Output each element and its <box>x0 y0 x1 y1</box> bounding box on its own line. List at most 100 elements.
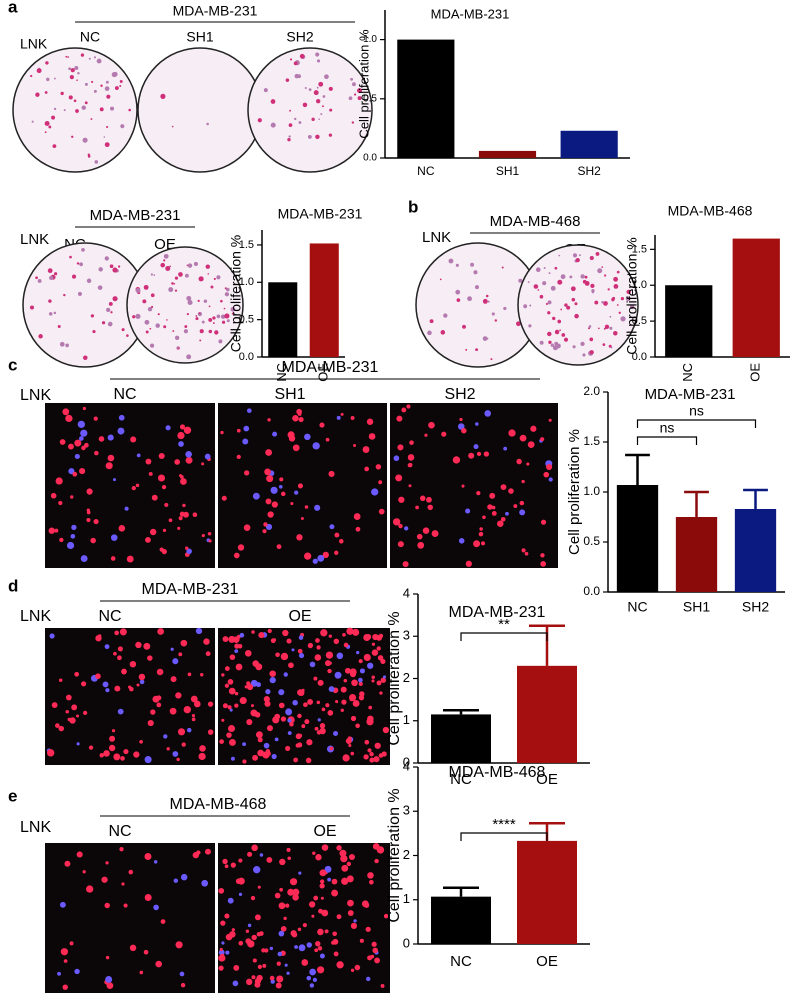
y-tick-label: 1.0 <box>583 484 600 498</box>
colony <box>132 315 136 319</box>
cell <box>347 736 352 741</box>
cell <box>109 735 116 742</box>
cell <box>292 414 299 422</box>
colony <box>501 266 504 269</box>
colony <box>560 274 566 280</box>
cell <box>101 876 108 883</box>
bar <box>734 509 777 592</box>
cell <box>111 729 116 733</box>
cell <box>246 408 252 414</box>
cell <box>327 710 334 716</box>
colony <box>104 142 110 148</box>
cell <box>225 950 230 955</box>
cell <box>178 652 183 657</box>
colony <box>184 325 188 329</box>
bar <box>431 896 491 944</box>
cell <box>381 751 387 757</box>
colony <box>142 299 147 304</box>
colony <box>563 337 569 342</box>
colony <box>119 79 123 83</box>
cell <box>235 663 243 671</box>
cell <box>359 691 365 697</box>
colony <box>537 289 540 291</box>
cell <box>98 436 105 442</box>
cell <box>250 709 258 717</box>
colony <box>128 108 132 112</box>
cell <box>331 889 339 897</box>
cell <box>298 635 304 640</box>
cell <box>144 756 152 764</box>
colony <box>149 343 155 348</box>
colony <box>31 120 34 123</box>
colony <box>199 329 204 334</box>
cell <box>263 522 268 527</box>
colony <box>65 343 69 348</box>
colony <box>603 327 606 330</box>
y-axis-label: Cell proliferation % <box>228 235 244 353</box>
cell <box>147 655 153 661</box>
cell <box>110 534 118 541</box>
cell <box>252 958 257 963</box>
cell <box>265 449 273 456</box>
cell <box>336 961 344 969</box>
colony <box>307 135 312 139</box>
colony <box>610 346 613 349</box>
cell <box>50 492 57 499</box>
x-tick-label: OE <box>748 363 763 382</box>
cell <box>364 739 370 745</box>
colony <box>595 252 600 256</box>
cell <box>63 959 68 963</box>
cell <box>378 508 385 515</box>
cell <box>148 472 153 476</box>
cell <box>397 541 404 548</box>
colony <box>594 300 599 305</box>
colony <box>104 256 109 261</box>
cell <box>139 739 143 744</box>
cell <box>324 865 332 873</box>
colony <box>324 74 329 80</box>
cell <box>298 733 303 738</box>
colony <box>285 78 290 82</box>
colony <box>87 153 91 156</box>
colony <box>111 71 117 78</box>
cell <box>304 552 312 560</box>
colony <box>135 288 141 293</box>
cell <box>99 753 104 758</box>
colony <box>223 307 226 310</box>
cell <box>247 851 253 857</box>
cell <box>383 913 389 919</box>
cell <box>177 431 185 440</box>
cell <box>327 877 332 882</box>
cell <box>130 436 137 443</box>
row-label: LNK <box>20 819 51 836</box>
cell <box>271 501 278 508</box>
colony <box>224 292 230 297</box>
colony <box>304 86 307 90</box>
colony <box>157 313 160 316</box>
cell <box>395 474 403 482</box>
cell <box>422 527 430 534</box>
cell <box>297 742 303 748</box>
cell <box>457 423 465 430</box>
cell <box>266 725 273 732</box>
cell <box>237 877 245 885</box>
colony <box>121 328 125 332</box>
cell <box>521 479 525 484</box>
cell <box>149 528 157 536</box>
cell <box>328 661 332 665</box>
colony <box>560 308 563 311</box>
cell <box>321 844 329 851</box>
cell <box>93 416 98 421</box>
colony <box>198 276 204 282</box>
cell <box>207 532 212 536</box>
colony <box>109 264 114 269</box>
cell <box>362 446 370 453</box>
colony <box>90 118 93 121</box>
colony <box>153 274 156 276</box>
colony <box>475 348 479 352</box>
cell <box>229 708 233 712</box>
cell <box>185 456 193 464</box>
colony <box>612 296 616 300</box>
cell <box>301 959 309 966</box>
cell <box>280 716 287 722</box>
